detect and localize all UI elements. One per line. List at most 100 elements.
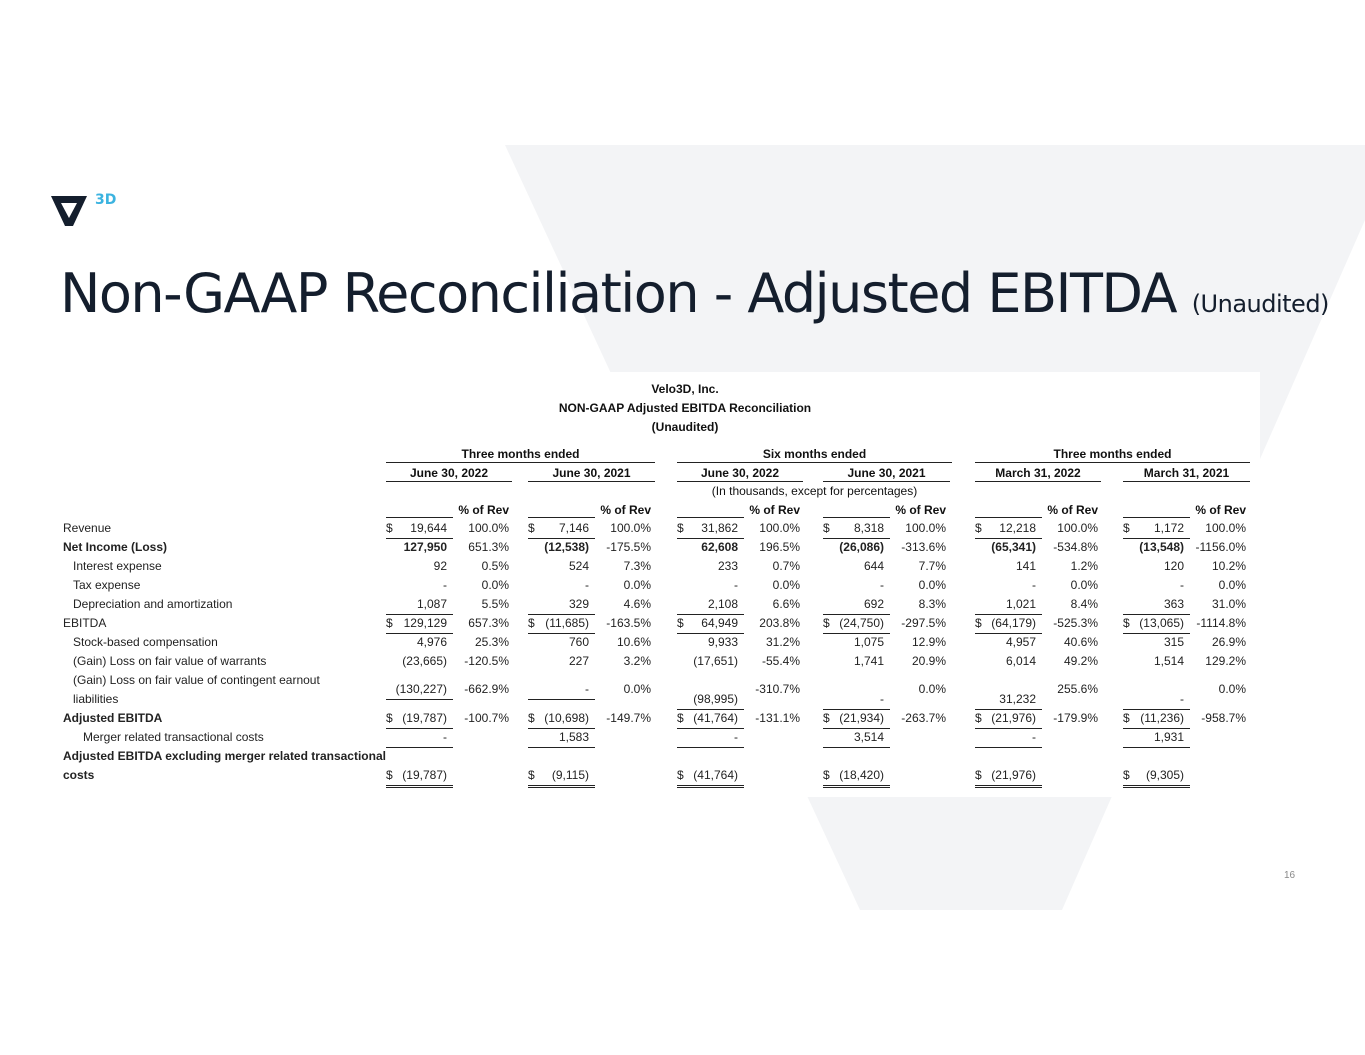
amount-cell: $ (21,976) <box>975 709 1042 729</box>
percent-cell: 0.5% <box>481 559 509 573</box>
row-label: (Gain) Loss on fair value of warrants <box>73 654 267 668</box>
percent-cell: -55.4% <box>761 654 800 668</box>
amount-cell: 760 <box>568 635 589 649</box>
amount-cell: (17,651) <box>693 654 738 668</box>
amount-cell: $ (11,685) <box>528 614 595 634</box>
pct-of-rev-header: % of Rev <box>600 503 651 517</box>
page-title: Non-GAAP Reconciliation - Adjusted EBITD… <box>60 262 1329 325</box>
group-header-rule <box>386 462 655 463</box>
percent-cell: -310.7% <box>755 682 800 696</box>
amount-cell: - <box>528 680 595 700</box>
amount-cell: - <box>443 578 447 592</box>
period-header-rule <box>677 481 803 482</box>
percent-cell: 129.2% <box>1205 654 1246 668</box>
percent-cell: 20.9% <box>911 654 946 668</box>
percent-cell: -534.8% <box>1053 540 1098 554</box>
amount-cell: - <box>975 728 1042 748</box>
amount-cell: $ (11,236) <box>1123 709 1190 729</box>
logo-3d-text: 3D <box>95 192 117 208</box>
percent-cell: 0.0% <box>1070 578 1098 592</box>
group-header-rule <box>677 462 952 463</box>
group-header: Three months ended <box>461 447 580 461</box>
percent-cell: -297.5% <box>901 616 946 630</box>
amount-cell: $ (19,787) <box>386 709 453 729</box>
row-label: (Gain) Loss on fair value of contingent … <box>73 673 320 687</box>
percent-cell: 26.9% <box>1211 635 1246 649</box>
amount-cell: 9,933 <box>707 635 738 649</box>
amount-column-rule <box>975 517 1042 518</box>
amount-cell: 1,075 <box>853 635 884 649</box>
percent-cell: 100.0% <box>905 521 946 535</box>
amount-cell: 62,608 <box>701 540 738 554</box>
percent-cell: -525.3% <box>1053 616 1098 630</box>
amount-cell: (13,548) <box>1139 540 1184 554</box>
percent-cell: 0.7% <box>772 559 800 573</box>
title-subtitle: (Unaudited) <box>1191 290 1330 318</box>
amount-column-rule <box>677 517 744 518</box>
amount-cell: 1,087 <box>386 595 453 615</box>
units-note: (In thousands, except for percentages) <box>711 484 918 498</box>
amount-cell: 120 <box>1163 559 1184 573</box>
percent-cell: 8.4% <box>1070 597 1098 611</box>
percent-cell: 31.0% <box>1211 597 1246 611</box>
period-header-rule <box>1123 481 1250 482</box>
amount-cell: $ 19,644 <box>386 519 453 539</box>
table-company: Velo3D, Inc. <box>651 382 719 396</box>
amount-cell: 227 <box>568 654 589 668</box>
amount-cell: (26,086) <box>839 540 884 554</box>
percent-cell: 49.2% <box>1063 654 1098 668</box>
percent-cell: 6.6% <box>772 597 800 611</box>
amount-cell: $ (18,420) <box>823 766 890 788</box>
amount-cell: 92 <box>433 559 447 573</box>
amount-cell: (65,341) <box>991 540 1036 554</box>
pct-of-rev-header: % of Rev <box>1047 503 1098 517</box>
row-label: Stock-based compensation <box>73 635 218 649</box>
row-label: Adjusted EBITDA <box>63 711 163 725</box>
percent-cell: -163.5% <box>606 616 651 630</box>
percent-cell: -313.6% <box>901 540 946 554</box>
amount-cell: - <box>823 690 890 710</box>
percent-cell: 196.5% <box>759 540 800 554</box>
amount-cell: - <box>386 728 453 748</box>
percent-cell: 255.6% <box>1057 682 1098 696</box>
period-header: June 30, 2021 <box>847 466 926 480</box>
percent-cell: 4.6% <box>623 597 651 611</box>
percent-cell: 100.0% <box>468 521 509 535</box>
row-label: Adjusted EBITDA excluding merger related… <box>63 749 386 763</box>
amount-cell: - <box>1123 690 1190 710</box>
amount-cell: $ 64,949 <box>677 614 744 634</box>
amount-cell: 233 <box>717 559 738 573</box>
amount-cell: - <box>1032 578 1036 592</box>
amount-cell: 524 <box>568 559 589 573</box>
percent-cell: 10.6% <box>616 635 651 649</box>
amount-cell: $ (19,787) <box>386 766 453 788</box>
percent-cell: 7.3% <box>623 559 651 573</box>
percent-cell: -100.7% <box>464 711 509 725</box>
period-header: March 31, 2022 <box>995 466 1081 480</box>
percent-cell: 1.2% <box>1070 559 1098 573</box>
percent-cell: 0.0% <box>772 578 800 592</box>
row-label: Net Income (Loss) <box>63 540 168 554</box>
amount-cell: 1,741 <box>853 654 884 668</box>
page-number: 16 <box>1284 870 1296 881</box>
amount-cell: - <box>734 578 738 592</box>
velo3d-v-mark-icon <box>51 196 87 226</box>
percent-cell: 0.0% <box>623 682 651 696</box>
percent-cell: -662.9% <box>464 682 509 696</box>
period-header: June 30, 2021 <box>552 466 631 480</box>
amount-cell: 644 <box>863 559 884 573</box>
group-header-rule <box>975 462 1250 463</box>
percent-cell: 0.0% <box>918 578 946 592</box>
amount-cell: 1,931 <box>1123 728 1190 748</box>
amount-column-rule <box>1123 517 1190 518</box>
amount-cell: $ 31,862 <box>677 519 744 539</box>
percent-cell: -120.5% <box>464 654 509 668</box>
amount-cell: - <box>880 578 884 592</box>
percent-cell: 0.0% <box>1218 578 1246 592</box>
period-header-rule <box>386 481 512 482</box>
amount-cell: $ (10,698) <box>528 709 595 729</box>
percent-cell: 25.3% <box>474 635 509 649</box>
percent-cell: 0.0% <box>918 682 946 696</box>
table-heading: NON-GAAP Adjusted EBITDA Reconciliation <box>558 401 812 415</box>
amount-cell: 692 <box>823 595 890 615</box>
